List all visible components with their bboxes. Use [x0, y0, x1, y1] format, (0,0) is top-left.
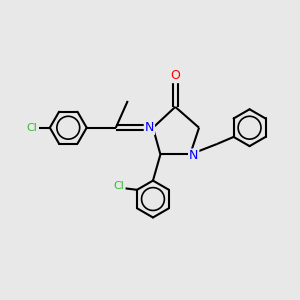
Text: Cl: Cl — [114, 181, 124, 191]
Text: O: O — [170, 69, 180, 82]
Text: N: N — [189, 149, 198, 162]
Text: N: N — [145, 121, 154, 134]
Text: Cl: Cl — [27, 123, 38, 133]
